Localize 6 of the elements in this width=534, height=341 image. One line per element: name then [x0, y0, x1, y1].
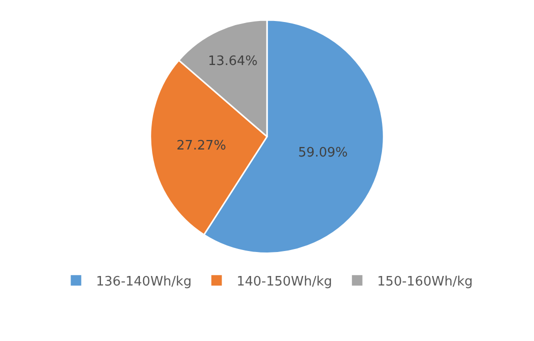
data-label: 59.09%: [298, 146, 348, 161]
legend-label: 150-160Wh/kg: [377, 274, 473, 290]
data-label: 27.27%: [176, 138, 226, 154]
data-label: 13.64%: [208, 54, 258, 70]
legend-label: 136-140Wh/kg: [96, 274, 192, 290]
legend-label: 140-150Wh/kg: [236, 274, 332, 290]
